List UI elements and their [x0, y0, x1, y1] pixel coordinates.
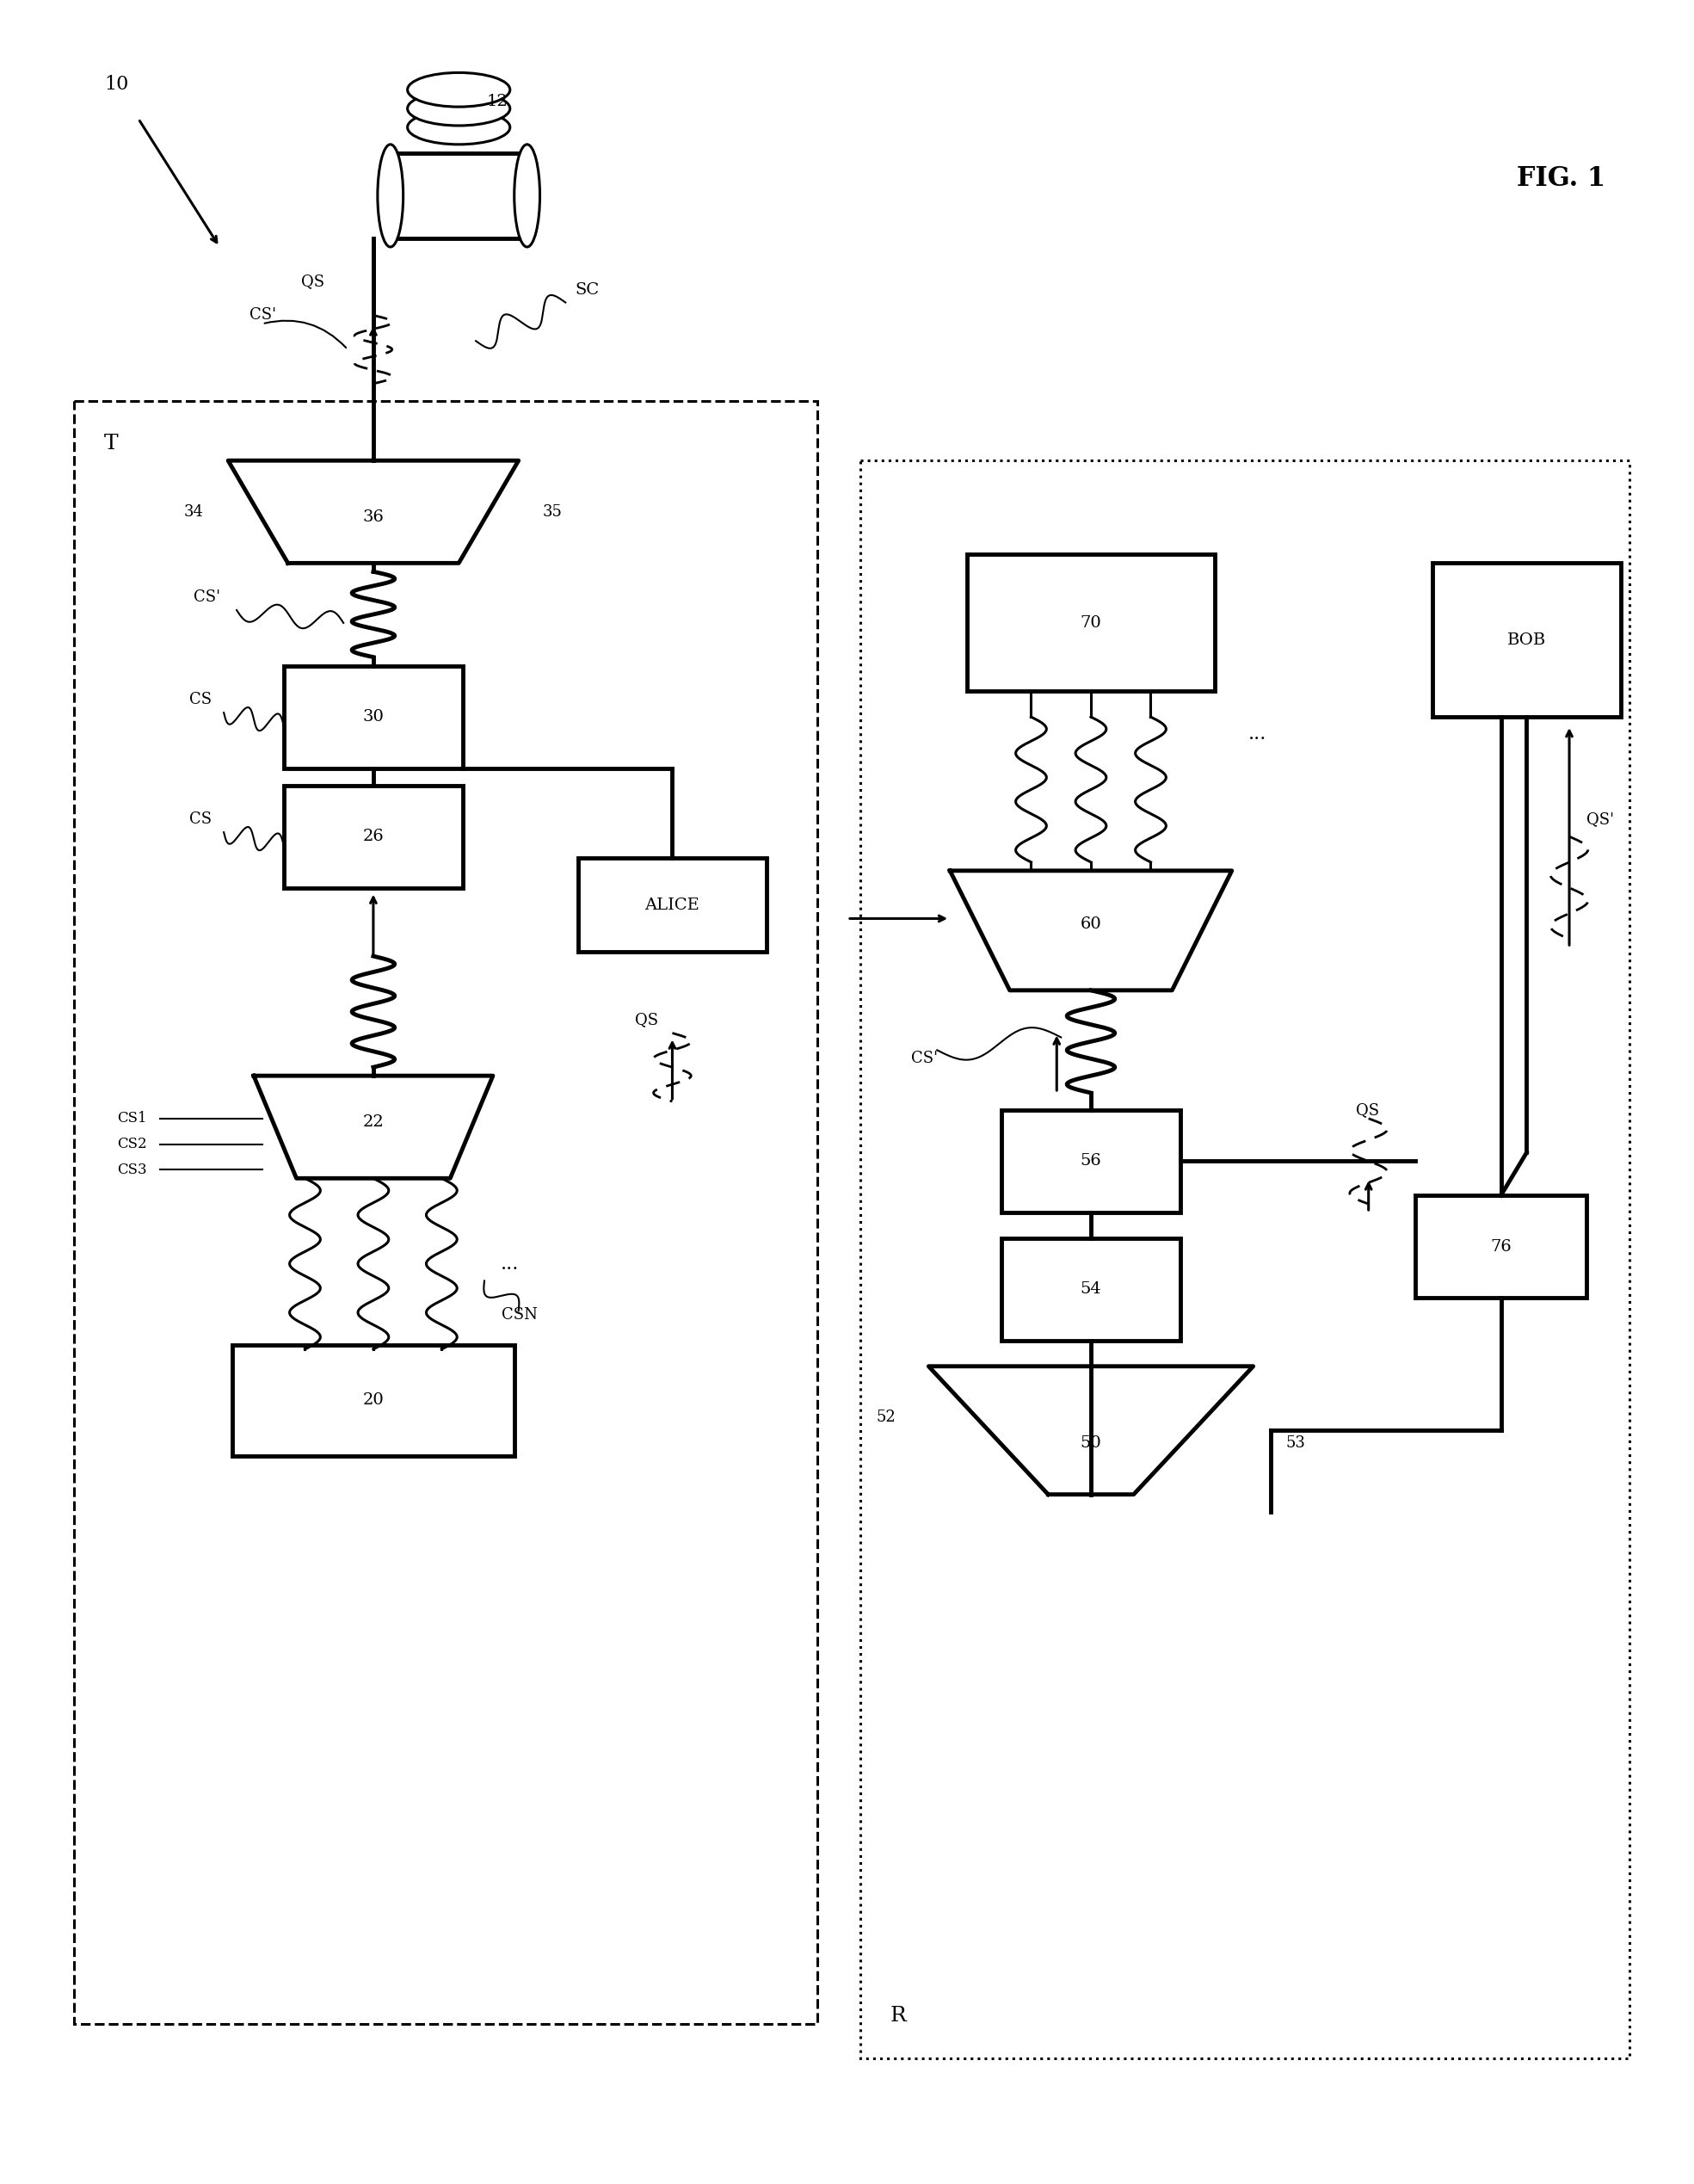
- Bar: [967, 555, 1215, 692]
- Text: ALICE: ALICE: [645, 898, 700, 913]
- Text: CS3: CS3: [117, 1162, 147, 1177]
- Bar: [1001, 1238, 1181, 1341]
- Text: CS': CS': [249, 308, 276, 323]
- Bar: [75, 400, 818, 2025]
- Ellipse shape: [408, 92, 510, 127]
- Text: 26: 26: [363, 828, 385, 845]
- Text: 12: 12: [486, 94, 508, 109]
- Bar: [232, 1345, 515, 1457]
- Text: ...: ...: [1248, 725, 1267, 743]
- Polygon shape: [254, 1077, 493, 1179]
- Text: CS: CS: [190, 692, 212, 708]
- Text: CS: CS: [190, 812, 212, 828]
- Text: QS: QS: [635, 1013, 659, 1029]
- Ellipse shape: [515, 144, 540, 247]
- Text: 52: 52: [876, 1411, 896, 1426]
- Text: ...: ...: [501, 1254, 518, 1273]
- Text: 34: 34: [185, 505, 203, 520]
- Ellipse shape: [408, 72, 510, 107]
- Text: CS': CS': [911, 1051, 938, 1066]
- Text: 56: 56: [1081, 1153, 1101, 1168]
- Text: CS2: CS2: [117, 1138, 147, 1151]
- Ellipse shape: [378, 144, 403, 247]
- Text: 20: 20: [363, 1393, 385, 1409]
- Text: 22: 22: [363, 1114, 385, 1129]
- Text: R: R: [889, 2005, 906, 2025]
- Text: 70: 70: [1081, 616, 1101, 631]
- Bar: [390, 153, 527, 238]
- Bar: [283, 786, 462, 887]
- Text: 50: 50: [1081, 1435, 1101, 1450]
- Bar: [1001, 1109, 1181, 1212]
- Text: CS1: CS1: [117, 1112, 147, 1125]
- Text: T: T: [105, 435, 119, 454]
- Bar: [578, 858, 766, 952]
- Text: CSN: CSN: [501, 1308, 537, 1324]
- Text: QS: QS: [1355, 1103, 1379, 1118]
- Text: CS': CS': [193, 590, 220, 605]
- Text: 35: 35: [542, 505, 562, 520]
- Bar: [283, 666, 462, 769]
- Polygon shape: [229, 461, 518, 563]
- Text: FIG. 1: FIG. 1: [1516, 166, 1604, 192]
- Bar: [861, 461, 1630, 2057]
- Bar: [1416, 1195, 1586, 1297]
- Text: 60: 60: [1081, 917, 1101, 933]
- Text: 53: 53: [1286, 1435, 1306, 1450]
- Text: SC: SC: [574, 282, 600, 297]
- Polygon shape: [950, 871, 1232, 989]
- Text: 36: 36: [363, 509, 385, 524]
- Text: 54: 54: [1081, 1282, 1101, 1297]
- Ellipse shape: [408, 109, 510, 144]
- Bar: [1433, 563, 1621, 716]
- Text: QS': QS': [1586, 812, 1614, 828]
- Text: QS: QS: [302, 273, 324, 288]
- Text: BOB: BOB: [1508, 631, 1547, 649]
- Text: 76: 76: [1491, 1238, 1511, 1254]
- Text: 10: 10: [105, 74, 129, 94]
- Text: 30: 30: [363, 710, 385, 725]
- Polygon shape: [928, 1367, 1254, 1494]
